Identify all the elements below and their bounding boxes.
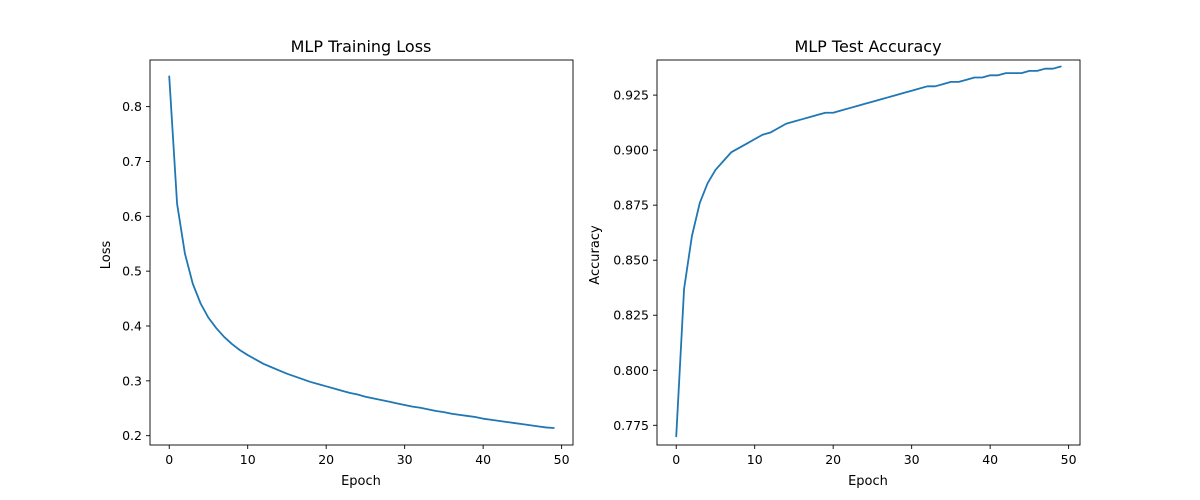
accuracy-chart-ytick-label: 0.825 [613, 308, 649, 323]
accuracy-chart-xlabel: Epoch [848, 474, 888, 489]
loss-chart-ytick-label: 0.3 [122, 373, 142, 388]
accuracy-chart-xtick-label: 50 [1061, 452, 1077, 467]
accuracy-chart-ytick-label: 0.875 [613, 198, 649, 213]
loss-chart-plot-frame [149, 59, 574, 446]
accuracy-chart-plot-frame [656, 59, 1081, 446]
loss-chart-ytick-label: 0.5 [122, 264, 142, 279]
loss-chart-xtick-label: 50 [554, 452, 570, 467]
loss-chart-ytick-label: 0.8 [122, 99, 142, 114]
loss-chart-series-line [168, 75, 555, 429]
accuracy-chart-xtick-label: 0 [672, 452, 680, 467]
loss-chart-xtick-label: 40 [475, 452, 491, 467]
accuracy-chart-ytick-label: 0.925 [613, 88, 649, 103]
loss-chart-title: MLP Training Loss [291, 37, 432, 56]
loss-chart-xtick-label: 0 [165, 452, 173, 467]
accuracy-chart-xtick-label: 20 [825, 452, 841, 467]
loss-chart-ytick-label: 0.6 [122, 209, 142, 224]
accuracy-chart-ytick-label: 0.800 [613, 363, 649, 378]
loss-chart-ylabel: Loss [99, 241, 114, 270]
accuracy-chart-ylabel: Accuracy [588, 225, 603, 285]
accuracy-chart-series-line [675, 65, 1062, 438]
accuracy-chart-ytick-label: 0.775 [613, 418, 649, 433]
accuracy-chart-ytick-label: 0.900 [613, 143, 649, 158]
loss-chart-ytick-label: 0.4 [122, 318, 142, 333]
accuracy-chart-title: MLP Test Accuracy [794, 37, 941, 56]
loss-chart-xtick-label: 20 [318, 452, 334, 467]
accuracy-chart-ytick-label: 0.850 [613, 253, 649, 268]
loss-chart-xtick-label: 30 [397, 452, 413, 467]
loss-chart-xlabel: Epoch [341, 474, 381, 489]
loss-chart-xtick-label: 10 [240, 452, 256, 467]
accuracy-chart-xtick-label: 10 [747, 452, 763, 467]
loss-chart-ytick-label: 0.7 [122, 154, 142, 169]
loss-chart-ytick-label: 0.2 [122, 428, 142, 443]
loss-chart: MLP Training Loss Epoch Loss 0 10 20 30 40 50… [99, 37, 574, 489]
accuracy-chart: MLP Test Accuracy Epoch Accuracy 0 10 20 30… [588, 37, 1081, 489]
accuracy-chart-xtick-label: 30 [904, 452, 920, 467]
accuracy-chart-xtick-label: 40 [982, 452, 998, 467]
